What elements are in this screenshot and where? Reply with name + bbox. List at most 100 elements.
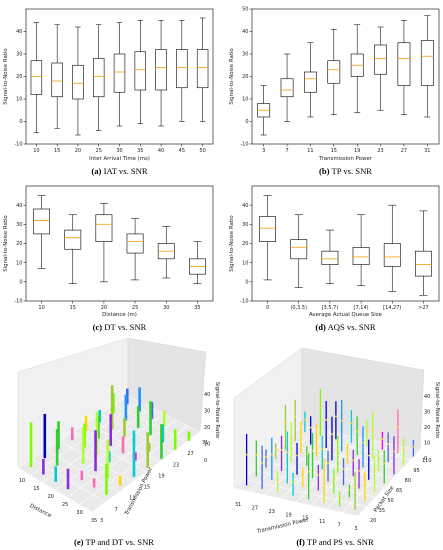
panel-b-y-tick-label: 10 xyxy=(242,97,248,103)
panel-c-y-ticks: -10 0 10 20 30 40 xyxy=(14,203,26,305)
panel-a-y-tick-label: 10 xyxy=(16,97,22,103)
panel-d-y-tick-label: 40 xyxy=(242,203,248,209)
panel-c-boxes xyxy=(33,195,206,285)
panel-c-box xyxy=(189,241,206,285)
panel-e-x-tick-label: 20 xyxy=(48,494,54,500)
panel-f-x-tick-label: 15 xyxy=(302,516,308,522)
panel-c-box xyxy=(95,202,113,283)
panel-f-floor-grid-line xyxy=(249,428,317,492)
panel-a-box-body xyxy=(30,60,43,95)
panel-f-bar-marker xyxy=(290,437,293,440)
panel-d-y-ticks: -10 0 10 20 30 40 xyxy=(240,203,252,305)
panel-f-bar-marker xyxy=(348,488,351,491)
panel-e-caption-tag: (e) xyxy=(74,537,84,547)
panel-f-bar-marker xyxy=(270,453,273,456)
panel-d-x-label: Average Actual Queue Size xyxy=(309,312,383,318)
panel-a-box-body xyxy=(176,49,188,89)
panel-b-y-ticks: -10 0 10 20 30 40 50 xyxy=(240,7,252,148)
panel-d-x-tick-label: 0 xyxy=(266,305,269,311)
panel-e-y-tick-label: 11 xyxy=(129,496,135,502)
panel-f-x-tick-label: 31 xyxy=(235,502,241,508)
panel-a-x-tick-label: 50 xyxy=(199,148,205,154)
panel-b-y-tick-label: 20 xyxy=(242,74,248,80)
panel-f-bar-marker xyxy=(362,441,364,444)
panel-a-box-body xyxy=(155,49,167,91)
panel-a-box xyxy=(196,17,209,122)
panel-b-plot-frame xyxy=(251,8,440,145)
panel-f-bar-marker xyxy=(245,453,248,456)
panel-a-x-tick-label: 15 xyxy=(54,148,60,154)
panel-d-box-body xyxy=(383,243,401,267)
panel-e-x-label: Distance xyxy=(29,503,53,519)
panel-d-caption: (d) AQS vs. SNR xyxy=(315,322,375,332)
panel-f-floor-grid-line xyxy=(357,449,421,517)
panel-f-bar-marker xyxy=(294,415,297,418)
panel-f-floor-grid-line xyxy=(264,431,332,496)
panel-a-caption: (a) IAT vs. SNR xyxy=(91,166,147,176)
panel-e-x-ticks: 10 15 20 25 30 35 xyxy=(19,478,97,524)
panel-f-bar-marker xyxy=(363,482,366,485)
panel-c-x-tick-label: 30 xyxy=(163,305,169,311)
panel-f-bar-marker xyxy=(336,449,339,452)
panel-e-z-label: Signal-to-Noise Ratio xyxy=(214,382,220,438)
panel-f-x-label: Transmission Power xyxy=(255,517,310,535)
panel-b-box xyxy=(304,42,317,118)
panel-a-y-tick-label: 30 xyxy=(16,52,22,58)
panel-c-box xyxy=(64,214,82,285)
panel-f-bar-marker xyxy=(387,443,390,446)
panel-a-x-tick-label: 45 xyxy=(179,148,185,154)
panel-a-box-body xyxy=(134,51,146,91)
panel-f-x-ticks: 31 27 23 19 15 11 7 3 xyxy=(235,502,358,532)
panel-f-z-ticks: 0 10 20 30 40 xyxy=(424,394,430,462)
panel-f-bar-marker xyxy=(346,451,349,453)
panel-b-box-body xyxy=(397,42,411,86)
panel-c-caption-tag: (c) xyxy=(93,322,103,332)
panel-d-plot-frame xyxy=(251,185,440,302)
panel-b-box-body xyxy=(420,40,434,86)
panel-d-y-tick-label: 30 xyxy=(242,222,248,228)
panel-f-bar-marker xyxy=(292,481,295,483)
panel-f-floor-grid-line xyxy=(272,452,394,479)
panel-f-y-tick-label: 50 xyxy=(387,498,393,504)
panel-d: 0 (0,3.5) [3.5,7) [7,14) [14,27) >27 -10 0 10 20… xyxy=(229,185,440,332)
panel-a-y-label: Signal-to-Noise Ratio xyxy=(3,48,9,104)
panel-f-y-tick-label: 65 xyxy=(396,488,402,494)
panel-f-bar-marker xyxy=(296,454,298,457)
panel-c-y-tick-label: 0 xyxy=(19,280,22,286)
panel-a-box-body xyxy=(51,62,63,98)
panel-f-bar-marker xyxy=(274,448,277,451)
panel-e-y-ticks: 3 7 11 15 19 23 27 31 xyxy=(100,440,208,524)
panel-d-x-ticks: 0 (0,3.5) [3.5,7) [7,14) [14,27) >27 xyxy=(266,301,429,311)
panel-c-x-tick-label: 35 xyxy=(194,305,200,311)
panel-d-caption-tag: (d) xyxy=(315,322,326,332)
panel-b-y-tick-label: 40 xyxy=(242,29,248,35)
panel-f-bar-marker xyxy=(393,450,395,453)
panel-e-x-tick-label: 15 xyxy=(33,486,39,492)
panel-b-y-tick-label: 0 xyxy=(245,119,248,125)
panel-f-z-label: Signal-to-Noise Ratio xyxy=(434,382,440,438)
panel-d-y-tick-label: 20 xyxy=(242,241,248,247)
panel-f-floor-grid-line xyxy=(243,478,367,507)
panel-c-x-tick-label: 25 xyxy=(132,305,138,311)
panel-e-y-tick-label: 7 xyxy=(115,507,118,513)
panel-e-x-tick-label: 10 xyxy=(19,478,25,484)
panel-b-box xyxy=(397,19,411,116)
panel-c-box xyxy=(33,195,50,269)
panel-d-box xyxy=(321,229,339,285)
panel-a-box-body xyxy=(113,53,126,93)
panel-f-bar-marker xyxy=(284,421,287,424)
panel-b-x-tick-label: 23 xyxy=(377,148,383,154)
panel-c-y-label: Signal-to-Noise Ratio xyxy=(3,215,9,271)
panel-c-caption-text: DT vs. SNR xyxy=(104,322,146,332)
panel-c-y-tick-label: 30 xyxy=(16,222,22,228)
panel-d-x-tick-label: >27 xyxy=(418,305,429,311)
panel-b-box xyxy=(327,28,341,116)
panel-d-x-tick-label: [3.5,7) xyxy=(322,305,339,311)
panel-c-caption: (c) DT vs. SNR xyxy=(93,322,147,332)
panel-f-x-tick-label: 27 xyxy=(252,505,258,511)
panel-f-y-tick-label: 20 xyxy=(370,518,376,524)
panel-e-y-tick-label: 19 xyxy=(158,473,164,479)
panel-a-box-body xyxy=(196,49,209,89)
